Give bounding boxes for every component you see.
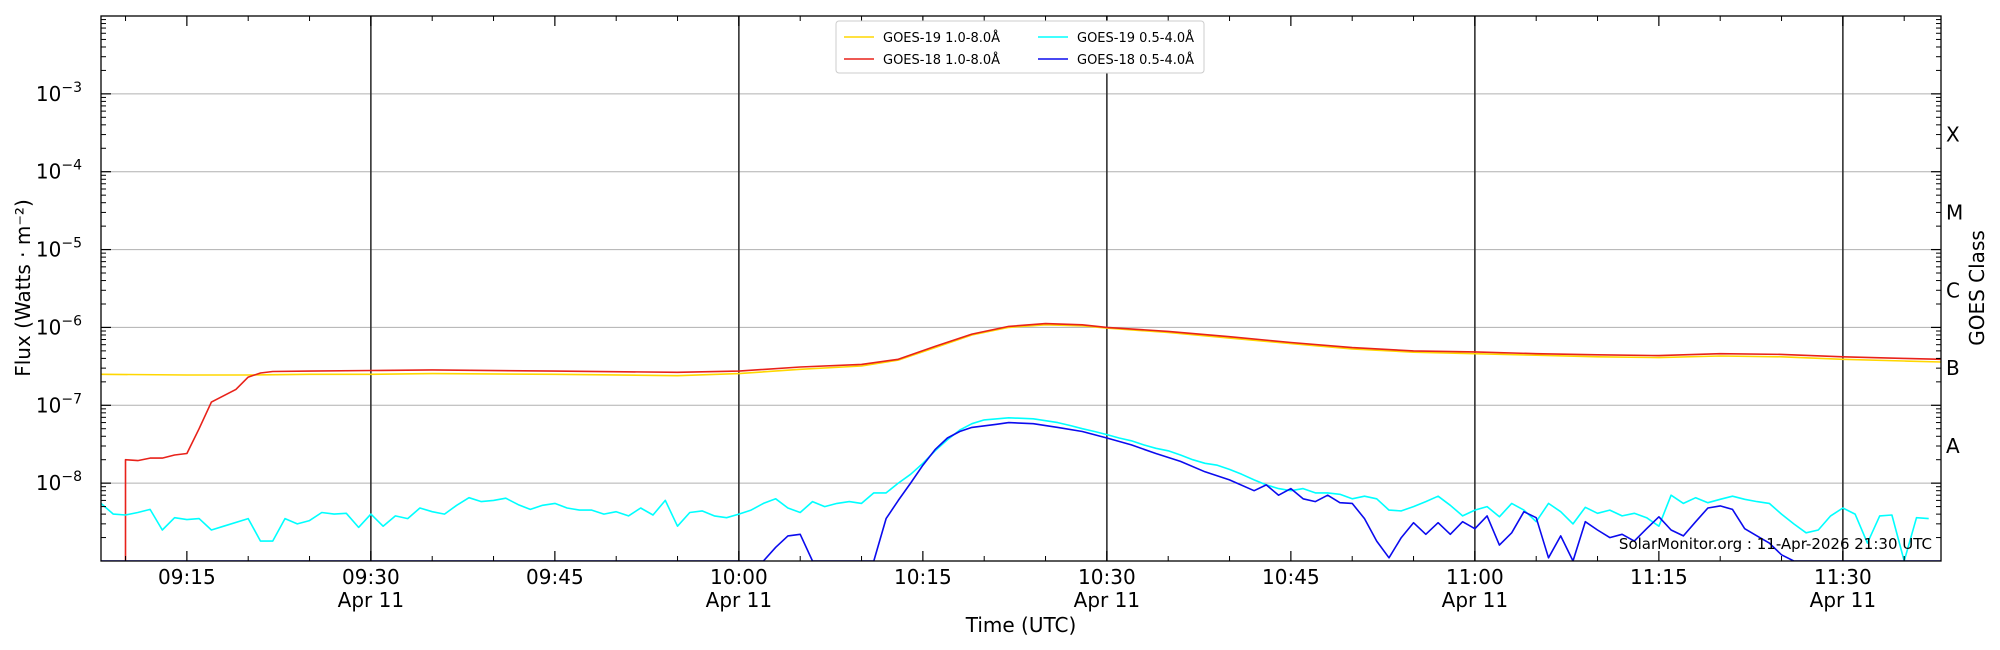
right-axis-label: GOES Class xyxy=(1965,230,1989,346)
y-tick-label: 10−8 xyxy=(36,469,82,495)
x-tick-date-label: Apr 11 xyxy=(1442,588,1508,612)
y-tick-base: 10 xyxy=(36,82,61,106)
x-tick-label: 10:45 xyxy=(1262,565,1320,589)
x-tick-label: 10:00 xyxy=(710,565,768,589)
grid-lines xyxy=(101,93,1941,484)
y-tick-base: 10 xyxy=(36,160,61,184)
series-line xyxy=(101,416,1929,561)
x-tick-label: 11:30 xyxy=(1814,565,1872,589)
goes-class-label: M xyxy=(1946,200,1963,224)
legend-label: GOES-18 1.0-8.0Å xyxy=(883,52,1000,68)
x-tick-label: 11:15 xyxy=(1630,565,1688,589)
x-tick-date-label: Apr 11 xyxy=(1074,588,1140,612)
y-tick-base: 10 xyxy=(36,238,61,262)
x-tick-date-label: Apr 11 xyxy=(706,588,772,612)
goes-class-label: B xyxy=(1946,356,1960,380)
x-tick-label: 09:15 xyxy=(158,565,216,589)
y-tick-label: 10−6 xyxy=(36,313,82,339)
y-tick-label: 10−4 xyxy=(36,158,82,184)
series-group xyxy=(101,322,1941,561)
credit-text: SolarMonitor.org : 11-Apr-2026 21:30 UTC xyxy=(1619,535,1932,553)
y-tick-label: 10−3 xyxy=(36,80,82,106)
x-tick-label: 10:15 xyxy=(894,565,952,589)
legend: GOES-19 1.0-8.0Å GOES-18 1.0-8.0Å GOES-19 … xyxy=(835,20,1205,74)
x-tick-label: 09:45 xyxy=(526,565,584,589)
y-tick-label: 10−5 xyxy=(36,236,82,262)
x-axis-label: Time (UTC) xyxy=(965,613,1077,637)
y-tick-exponent: −4 xyxy=(61,158,82,174)
x-tick-date-label: Apr 11 xyxy=(338,588,404,612)
x-tick-label: 11:00 xyxy=(1446,565,1504,589)
series-line xyxy=(124,322,1941,561)
y-tick-exponent: −6 xyxy=(61,313,82,329)
legend-label: GOES-19 0.5-4.0Å xyxy=(1077,30,1194,46)
legend-label: GOES-18 0.5-4.0Å xyxy=(1077,52,1194,68)
goes-class-label: A xyxy=(1946,434,1960,458)
y-tick-label: 10−7 xyxy=(36,391,82,417)
y-tick-exponent: −8 xyxy=(61,469,82,485)
x-tick-label: 10:30 xyxy=(1078,565,1136,589)
y-axis-label: Flux (Watts · m⁻²) xyxy=(11,199,35,377)
y-tick-exponent: −7 xyxy=(61,391,82,407)
y-tick-exponent: −3 xyxy=(61,80,82,96)
x-tick-date-label: Apr 11 xyxy=(1810,588,1876,612)
goes-class-label: X xyxy=(1946,123,1960,147)
y-tick-base: 10 xyxy=(36,393,61,417)
legend-box xyxy=(835,20,1205,74)
axis-ticks xyxy=(101,16,1941,561)
y-tick-base: 10 xyxy=(36,315,61,339)
plot-frame xyxy=(100,15,1942,562)
y-tick-exponent: −5 xyxy=(61,236,82,252)
y-tick-base: 10 xyxy=(36,471,61,495)
series-line xyxy=(101,323,1941,377)
goes-class-label: C xyxy=(1946,278,1960,302)
day-marker-lines xyxy=(370,16,1844,561)
x-tick-label: 09:30 xyxy=(342,565,400,589)
legend-label: GOES-19 1.0-8.0Å xyxy=(883,30,1000,46)
series-line xyxy=(101,421,1941,561)
